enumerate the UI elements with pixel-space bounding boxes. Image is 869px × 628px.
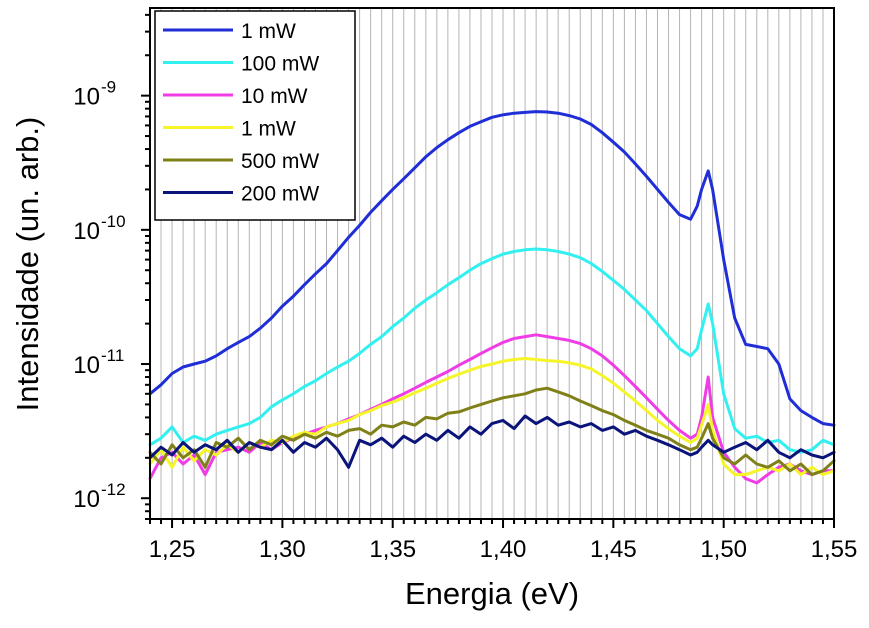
x-axis-title: Energia (eV) (405, 576, 579, 611)
y-tick-exponent: -12 (101, 480, 126, 499)
y-tick-label: 10 (73, 352, 100, 379)
x-axis: 1,25 1,30 1,35 1,40 1,45 1,50 1,55 (149, 519, 858, 563)
series-line-0 (148, 110, 836, 427)
series-line-1 (148, 247, 836, 454)
x-tick-label: 1,35 (369, 536, 416, 563)
y-tick-exponent: -11 (101, 346, 124, 365)
legend-label: 1 mW (241, 118, 296, 141)
legend-label: 1 mW (241, 20, 296, 43)
legend-box (154, 10, 356, 221)
x-tick-label: 1,30 (259, 536, 306, 563)
legend-label: 10 mW (241, 85, 308, 108)
y-tick-exponent: -10 (101, 212, 126, 231)
y-tick-label: 10 (73, 84, 100, 111)
x-tick-label: 1,45 (590, 536, 637, 563)
x-tick-label: 1,25 (149, 536, 196, 563)
x-tick-label: 1,55 (811, 536, 858, 563)
series-line-2 (148, 333, 836, 485)
series-line-5 (148, 414, 836, 469)
x-tick-label: 1,50 (700, 536, 747, 563)
legend-label: 100 mW (241, 53, 319, 76)
series-line-4 (148, 386, 836, 477)
y-tick-exponent: -9 (101, 78, 116, 97)
legend-label: 500 mW (241, 150, 319, 173)
legend-label: 200 mW (241, 183, 319, 206)
y-axis-title: Intensidade (un. arb.) (10, 117, 45, 412)
series-layer (148, 110, 836, 485)
y-tick-label: 10 (73, 486, 100, 513)
x-tick-label: 1,40 (480, 536, 527, 563)
y-tick-label: 10 (73, 218, 100, 245)
legend: 1 mW 100 mW 10 mW 1 mW 500 mW 200 mW (154, 10, 356, 221)
